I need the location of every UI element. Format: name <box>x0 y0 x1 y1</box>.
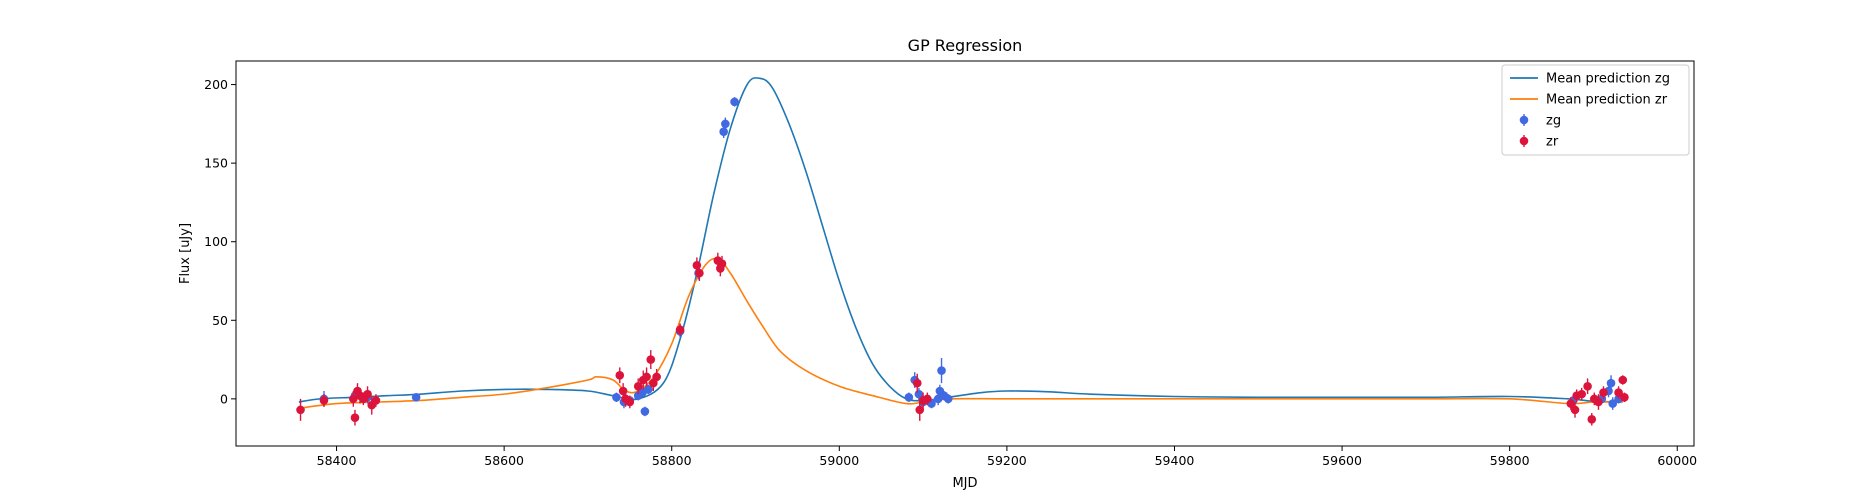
x-tick-label: 59200 <box>987 453 1027 468</box>
legend: Mean prediction zg Mean prediction zr zg zr <box>1501 64 1690 156</box>
y-tick-label: 100 <box>204 234 228 249</box>
zr-point <box>1618 375 1628 385</box>
x-tick-label: 59000 <box>819 453 859 468</box>
zr-point <box>915 405 925 415</box>
zr-point <box>319 396 329 405</box>
zr-point <box>633 381 643 391</box>
zg-point <box>937 366 946 375</box>
zr-point <box>648 378 658 388</box>
zr-point <box>1566 399 1576 408</box>
x-tick-label: 60000 <box>1657 453 1697 468</box>
x-tick-label: 59800 <box>1490 453 1530 468</box>
zr-point <box>363 389 372 399</box>
x-axis-label: MJD <box>952 476 977 491</box>
zr-point <box>349 394 358 404</box>
legend-marker-zg <box>1519 115 1529 125</box>
zr-point <box>922 394 932 404</box>
y-tick-label: 0 <box>220 391 228 406</box>
legend-label-mean-prediction-zg: Mean prediction zg <box>1546 72 1670 87</box>
zr-point <box>296 405 305 415</box>
zr-point <box>350 413 360 423</box>
legend-label-zg: zg <box>1546 114 1561 129</box>
x-tick-label: 58400 <box>317 453 357 468</box>
zr-point <box>642 372 651 382</box>
legend-box <box>1501 64 1690 156</box>
axis-ticks: 58400 58600 58800 59000 59200 59400 59600 59800… <box>204 77 1697 468</box>
plot-frame <box>235 60 1695 447</box>
x-tick-label: 58600 <box>484 453 524 468</box>
legend-marker-zr <box>1519 136 1529 146</box>
zr-point <box>1614 388 1623 397</box>
legend-label-mean-prediction-zr: Mean prediction zr <box>1546 93 1668 108</box>
chart-title: GP Regression <box>908 36 1023 55</box>
zg-point <box>411 392 421 402</box>
zg-point <box>943 394 953 404</box>
zg-point <box>730 97 739 107</box>
zg-point <box>1608 399 1618 408</box>
series-zg <box>319 97 1623 417</box>
zg-point <box>1606 378 1616 388</box>
y-axis-label: Flux [uJy] <box>178 223 193 284</box>
zr-point <box>695 268 704 278</box>
zg-point <box>643 385 653 394</box>
legend-label-zr: zr <box>1546 135 1559 150</box>
x-tick-label: 59600 <box>1322 453 1362 468</box>
zr-point <box>912 378 922 388</box>
zr-point <box>371 396 381 405</box>
series-line-mean-prediction-zg <box>298 77 1623 403</box>
zr-point <box>1620 392 1629 402</box>
zr-point <box>675 325 685 335</box>
y-tick-label: 150 <box>204 156 228 171</box>
zr-point <box>1577 389 1587 399</box>
zr-point <box>652 372 661 382</box>
y-tick-label: 50 <box>212 313 228 328</box>
series-zr <box>296 252 1629 426</box>
zg-point <box>719 127 728 137</box>
zg-point <box>904 392 914 402</box>
zr-point <box>1587 414 1597 424</box>
zr-point <box>1599 388 1608 397</box>
series-line-mean-prediction-zr <box>298 257 1623 410</box>
zr-point <box>625 397 635 407</box>
zg-point <box>640 407 650 416</box>
x-tick-label: 58800 <box>652 453 692 468</box>
zr-point <box>646 355 656 364</box>
zr-point <box>615 370 625 380</box>
zg-point <box>721 119 730 129</box>
zr-point <box>1583 381 1592 391</box>
zg-point <box>612 392 621 402</box>
y-tick-label: 200 <box>204 77 228 92</box>
x-tick-label: 59400 <box>1155 453 1195 468</box>
zr-point <box>717 259 727 269</box>
chart-marks <box>296 77 1629 426</box>
zr-point <box>1570 405 1580 415</box>
zr-point <box>1594 397 1603 407</box>
